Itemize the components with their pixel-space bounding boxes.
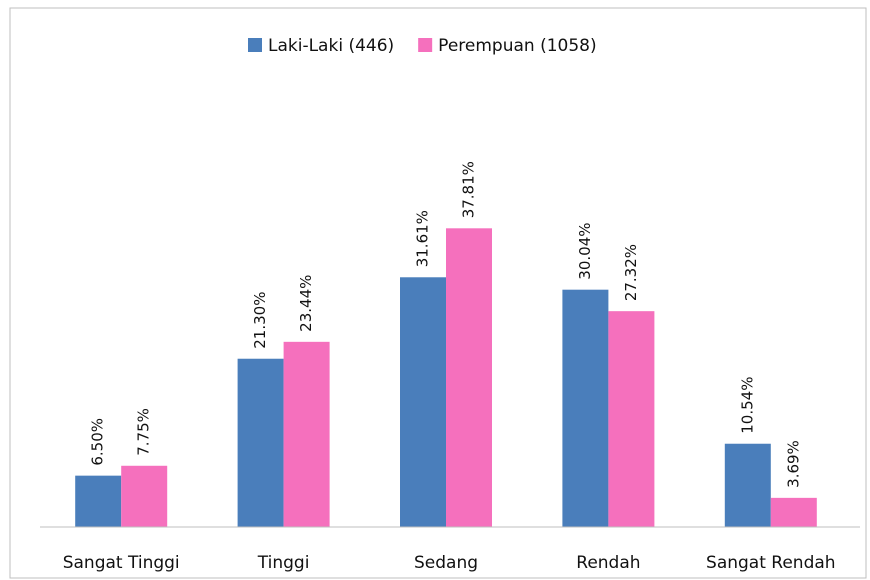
x-tick-label: Sangat Tinggi <box>63 553 180 573</box>
data-label: 30.04% <box>576 222 594 279</box>
bar <box>400 277 446 527</box>
bar <box>283 341 330 527</box>
data-label: 7.75% <box>135 408 153 456</box>
x-tick-label: Sangat Rendah <box>706 553 836 573</box>
x-tick-label: Sedang <box>414 553 478 573</box>
bar <box>770 497 817 527</box>
legend-label: Perempuan (1058) <box>438 36 596 56</box>
bar <box>237 358 284 527</box>
bar <box>562 289 609 527</box>
legend-label: Laki-Laki (446) <box>268 36 394 56</box>
bar <box>75 475 122 527</box>
bar <box>446 228 492 527</box>
data-label: 10.54% <box>738 377 756 434</box>
data-label: 37.81% <box>460 161 478 218</box>
data-label: 27.32% <box>622 244 640 301</box>
data-label: 23.44% <box>297 275 315 332</box>
bar <box>724 443 771 527</box>
data-label: 21.30% <box>251 292 269 349</box>
x-tick-label: Tinggi <box>257 553 310 573</box>
bar <box>121 465 168 527</box>
bar <box>608 311 655 527</box>
legend-swatch <box>248 38 262 52</box>
x-tick-label: Rendah <box>576 553 640 573</box>
data-label: 3.69% <box>784 440 802 488</box>
data-label: 31.61% <box>414 210 432 267</box>
data-label: 6.50% <box>89 418 107 466</box>
legend-swatch <box>418 38 433 52</box>
